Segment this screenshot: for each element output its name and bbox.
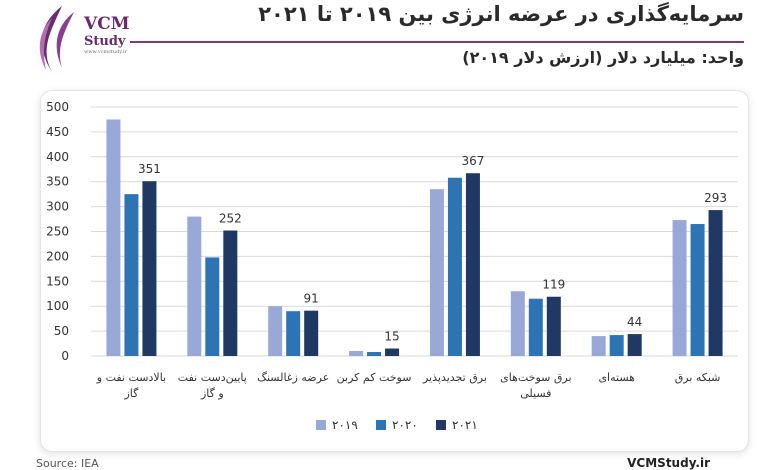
data-label: 293 [704, 191, 727, 205]
category-label: فسیلی [520, 387, 551, 400]
data-label: 252 [219, 212, 242, 226]
category-label: عرضه زغالسنگ [257, 371, 329, 384]
bar [286, 311, 301, 356]
bar [672, 220, 687, 356]
legend-label: ۲۰۱۹ [332, 418, 358, 432]
bar [205, 257, 220, 356]
y-tick-label: 350 [46, 175, 69, 189]
legend-label: ۲۰۲۰ [392, 418, 418, 432]
bar [627, 334, 642, 356]
category-label: برق تجدیدپذیر [422, 371, 487, 384]
data-label: 91 [304, 292, 319, 306]
chart-panel: 0 50 100 150 200 250 300 350 400 450 500 351 بالادست… [40, 90, 749, 452]
category-label: برق سوخت‌های [500, 371, 571, 384]
y-tick-label: 500 [46, 100, 69, 114]
bar [187, 216, 202, 356]
y-tick-label: 150 [46, 274, 69, 288]
legend-swatch [316, 420, 326, 430]
category-label: بالادست نفت و [96, 371, 166, 384]
logo-name-2: Study [84, 34, 126, 49]
category-label: هسته‌ای [598, 371, 635, 384]
y-tick-label: 300 [46, 200, 69, 214]
unit-subtitle: واحد: میلیارد دلار (ارزش دلار ۲۰۱۹) [462, 48, 744, 67]
category-label: سوخت کم کربن [337, 371, 412, 384]
bar [106, 119, 121, 356]
bar [349, 351, 364, 356]
data-label: 351 [138, 162, 161, 176]
bar [447, 177, 462, 356]
bar [510, 291, 525, 356]
data-label: 15 [384, 330, 399, 344]
source-note: Source: IEA [36, 457, 99, 470]
y-tick-label: 250 [46, 225, 69, 239]
bar [708, 210, 723, 356]
page-title: سرمایه‌گذاری در عرضه انرژی بین ۲۰۱۹ تا ۲… [258, 2, 744, 26]
bar [429, 189, 444, 356]
footer-site[interactable]: VCMStudy.ir [627, 456, 710, 470]
bar [528, 298, 543, 356]
data-label: 44 [627, 315, 642, 329]
logo-name: VCM [84, 14, 130, 34]
bar [690, 224, 705, 356]
bar [465, 173, 480, 356]
bar [142, 181, 157, 356]
bar [609, 335, 624, 356]
data-label: 367 [461, 154, 484, 168]
bar-chart: 0 50 100 150 200 250 300 350 400 450 500 351 بالادست… [46, 100, 738, 432]
bar [367, 352, 382, 356]
y-tick-label: 400 [46, 150, 69, 164]
bar [124, 194, 139, 356]
vcm-study-logo[interactable]: VCM Study www.vcmstudy.ir [22, 2, 142, 76]
logo-site: www.vcmstudy.ir [84, 49, 127, 55]
y-tick-label: 0 [61, 349, 69, 363]
category-label: شبکه برق [675, 371, 721, 384]
category-label: گاز [123, 387, 139, 400]
y-tick-label: 200 [46, 249, 69, 263]
bar [223, 230, 238, 356]
y-tick-label: 450 [46, 125, 69, 139]
bar [591, 336, 606, 356]
bar [385, 348, 400, 356]
y-tick-label: 100 [46, 299, 69, 313]
flame-logo-icon [39, 6, 74, 72]
legend-swatch [376, 420, 386, 430]
legend-swatch [436, 420, 446, 430]
bar [304, 310, 319, 356]
category-label: پایین‌دست نفت [178, 371, 247, 384]
bar [268, 306, 283, 356]
y-tick-label: 50 [54, 324, 69, 338]
legend-label: ۲۰۲۱ [452, 418, 478, 432]
bar [546, 296, 561, 356]
title-divider [130, 41, 744, 43]
category-label: و گاز [200, 387, 224, 400]
data-label: 119 [542, 278, 565, 292]
